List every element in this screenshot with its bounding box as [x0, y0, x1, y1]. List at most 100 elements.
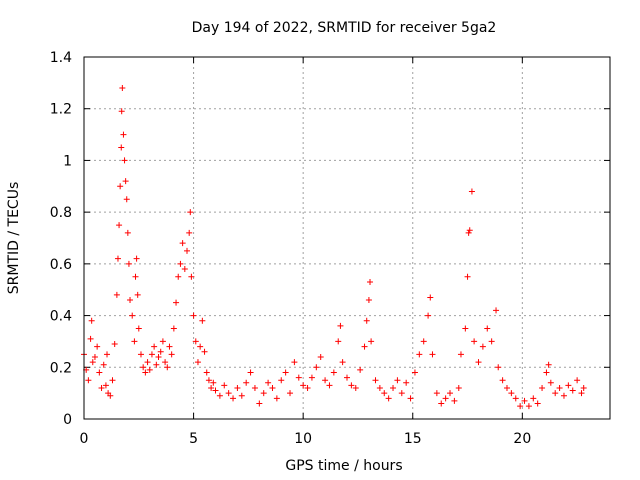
data-point [269, 384, 276, 391]
data-point [265, 379, 272, 386]
data-point [464, 273, 471, 280]
data-point [144, 359, 151, 366]
data-point [534, 400, 541, 407]
data-point [164, 364, 171, 371]
data-point [212, 387, 219, 394]
data-point [148, 351, 155, 358]
data-point [100, 361, 107, 368]
data-point [230, 395, 237, 402]
plot-frame [83, 56, 611, 420]
data-point [433, 390, 440, 397]
data-point [425, 312, 432, 319]
data-point [137, 351, 144, 358]
data-point [91, 353, 98, 360]
data-point [451, 397, 458, 404]
data-point [442, 395, 449, 402]
data-point [234, 384, 241, 391]
data-point [190, 312, 197, 319]
data-point [368, 338, 375, 345]
data-point [357, 366, 364, 373]
data-point [243, 379, 250, 386]
data-point [337, 322, 344, 329]
data-point [177, 260, 184, 267]
data-point [295, 374, 302, 381]
data-point [300, 382, 307, 389]
data-point [155, 353, 162, 360]
data-point [385, 395, 392, 402]
data-point [499, 377, 506, 384]
data-point [96, 369, 103, 376]
data-point [127, 297, 134, 304]
data-point [287, 390, 294, 397]
data-point [210, 379, 217, 386]
data-point [116, 222, 123, 229]
data-point [256, 400, 263, 407]
data-point [471, 338, 478, 345]
data-point [416, 351, 423, 358]
data-point [184, 247, 191, 254]
data-point [530, 395, 537, 402]
data-point [238, 392, 245, 399]
data-point [407, 395, 414, 402]
data-point [503, 384, 510, 391]
data-point [438, 400, 445, 407]
data-point [153, 361, 160, 368]
data-point [102, 382, 109, 389]
data-point [344, 374, 350, 381]
data-point [146, 366, 153, 373]
data-point [98, 384, 105, 391]
data-point [118, 144, 125, 151]
data-point [348, 382, 355, 389]
data-point [508, 390, 515, 397]
data-point [133, 255, 140, 262]
data-point [175, 273, 182, 280]
data-point [187, 209, 194, 216]
data-point [352, 384, 359, 391]
data-point [120, 131, 127, 138]
data-point [131, 338, 138, 345]
data-point [308, 374, 315, 381]
data-point [88, 317, 95, 324]
data-point [157, 348, 164, 355]
y-axis-label: SRMTID / TECUs [6, 182, 22, 295]
data-point [151, 343, 158, 350]
tick-layer: 0 5 10 15 20 0 0.2 0.4 0.6 0.8 1 1.2 1.4 [50, 50, 610, 447]
chart-title: Day 194 of 2022, SRMTID for receiver 5ga… [192, 20, 497, 36]
data-point [208, 384, 215, 391]
data-point [543, 369, 550, 376]
x-tick-label: 10 [294, 431, 312, 447]
data-point [569, 387, 576, 394]
data-point [330, 369, 337, 376]
x-tick-label: 15 [404, 431, 422, 447]
data-point [468, 188, 475, 195]
data-point [322, 377, 329, 384]
data-point [365, 297, 372, 304]
data-point [125, 260, 132, 267]
data-point [181, 266, 188, 273]
data-point [335, 338, 342, 345]
data-point [465, 229, 472, 236]
data-point [203, 369, 210, 376]
data-point [113, 291, 120, 298]
data-point [427, 294, 434, 301]
data-point [118, 108, 125, 115]
y-tick-label: 0 [63, 412, 72, 428]
data-point [291, 359, 298, 366]
data-point [317, 353, 324, 360]
x-axis-label: GPS time / hours [285, 458, 402, 474]
data-point [545, 361, 552, 368]
data-point [201, 348, 208, 355]
data-point [517, 403, 524, 410]
data-point [578, 390, 585, 397]
data-point [547, 379, 554, 386]
data-point [390, 384, 397, 391]
data-point [140, 364, 147, 371]
y-tick-label: 1.2 [50, 102, 72, 118]
data-point [313, 364, 320, 371]
data-point [94, 343, 101, 350]
data-point [403, 379, 410, 386]
data-point [278, 377, 285, 384]
data-point [168, 351, 175, 358]
data-point [142, 369, 149, 376]
